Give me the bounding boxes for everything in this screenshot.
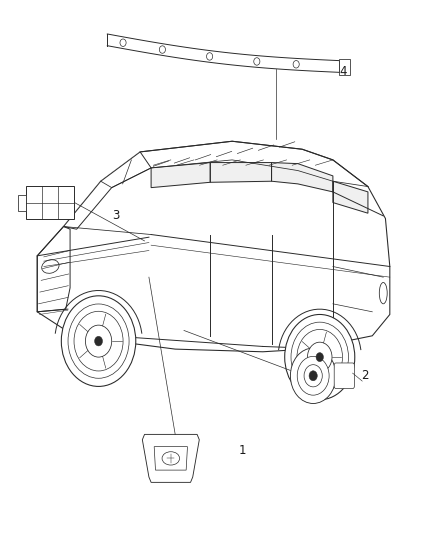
Circle shape	[120, 39, 126, 46]
Circle shape	[309, 371, 317, 381]
Polygon shape	[210, 163, 272, 182]
Bar	[339, 59, 350, 75]
Circle shape	[307, 342, 332, 372]
Text: 1: 1	[239, 444, 246, 457]
Bar	[18, 195, 26, 211]
Polygon shape	[107, 34, 339, 72]
Ellipse shape	[162, 452, 180, 465]
Circle shape	[285, 314, 355, 400]
Polygon shape	[37, 141, 390, 352]
Circle shape	[254, 58, 260, 65]
FancyBboxPatch shape	[334, 363, 354, 389]
Polygon shape	[37, 227, 149, 277]
Polygon shape	[37, 227, 70, 312]
Polygon shape	[333, 181, 368, 213]
Polygon shape	[70, 229, 151, 341]
Circle shape	[74, 311, 123, 371]
Text: 2: 2	[361, 369, 369, 382]
Circle shape	[61, 296, 136, 386]
Circle shape	[297, 329, 343, 385]
Text: 3: 3	[112, 209, 119, 222]
Circle shape	[293, 61, 299, 68]
Polygon shape	[272, 163, 333, 192]
Circle shape	[85, 325, 112, 357]
Polygon shape	[64, 152, 151, 229]
Polygon shape	[333, 181, 390, 349]
Text: 4: 4	[339, 66, 347, 78]
Polygon shape	[142, 434, 199, 482]
Circle shape	[316, 353, 323, 361]
Circle shape	[207, 53, 213, 60]
Polygon shape	[101, 141, 368, 188]
Circle shape	[159, 46, 166, 53]
Circle shape	[304, 365, 322, 387]
Circle shape	[290, 348, 336, 403]
Bar	[26, 186, 74, 219]
Circle shape	[95, 336, 102, 346]
Polygon shape	[151, 163, 210, 188]
Circle shape	[297, 357, 329, 395]
